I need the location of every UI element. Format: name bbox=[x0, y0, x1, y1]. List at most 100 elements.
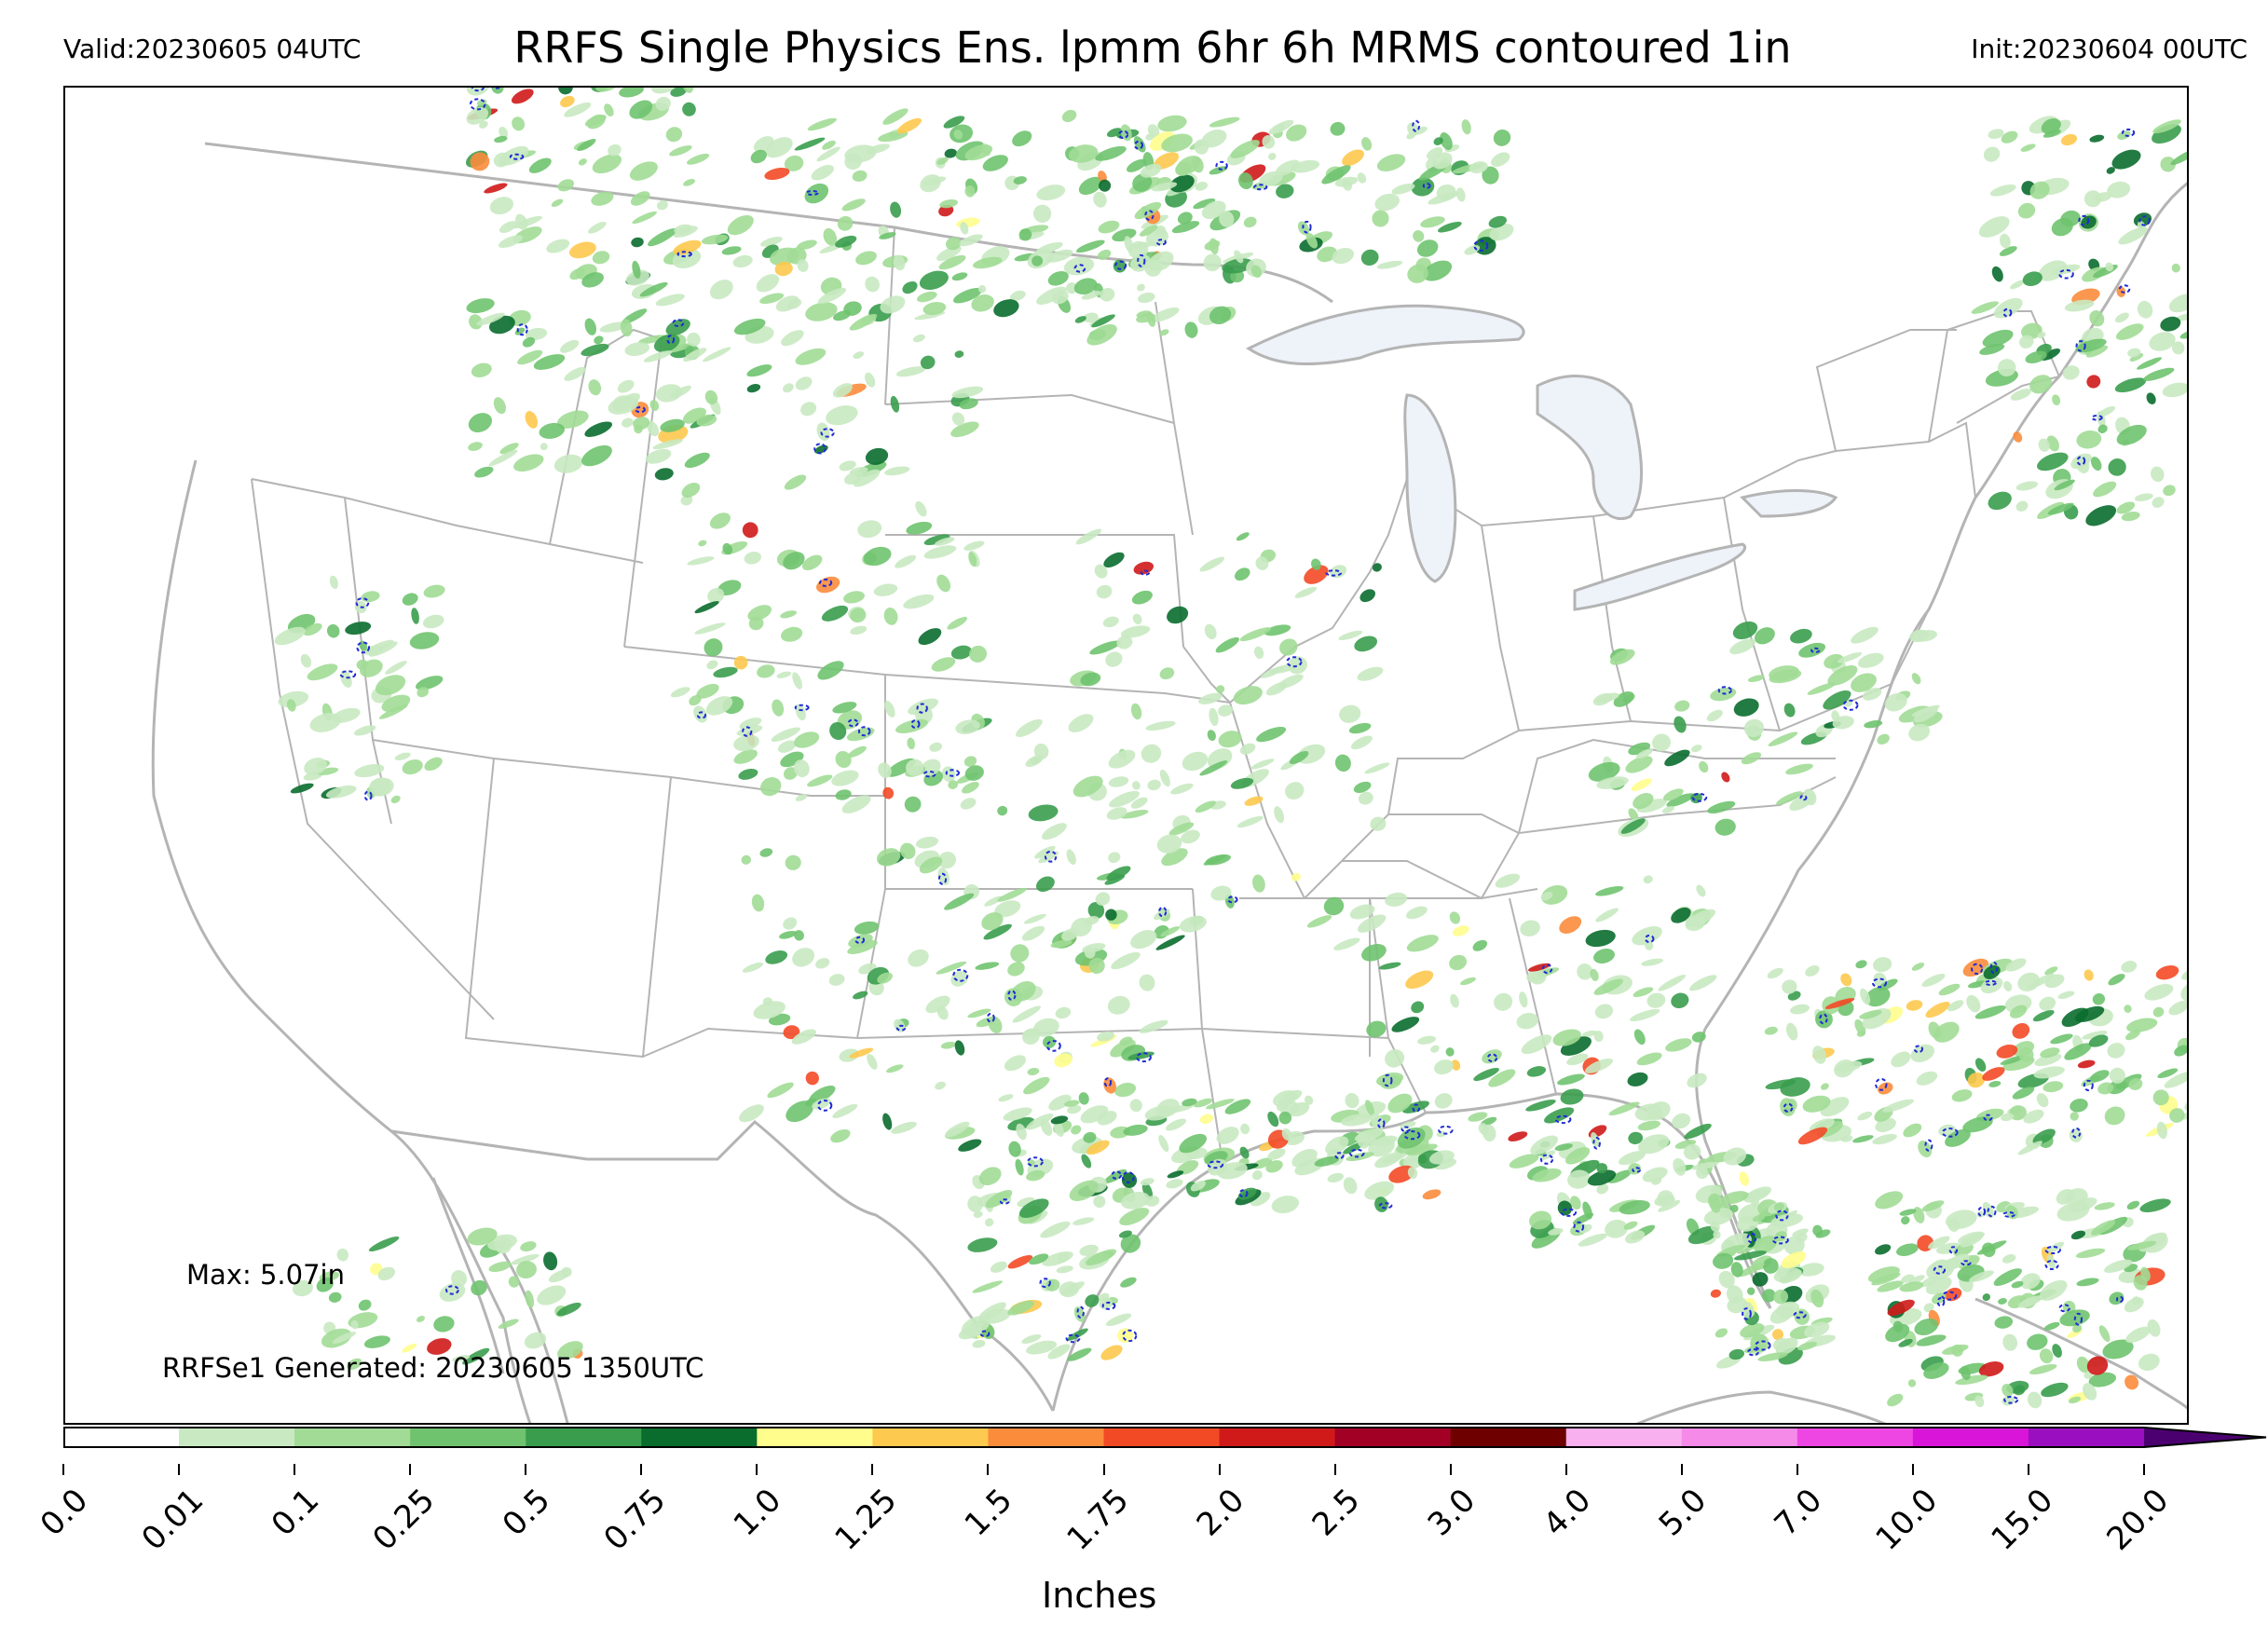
precip-cell bbox=[1607, 1169, 1632, 1183]
precip-cell bbox=[939, 198, 958, 209]
precip-cell bbox=[1134, 201, 1162, 220]
precip-cell bbox=[1168, 822, 1195, 836]
precip-cell bbox=[795, 794, 808, 801]
precip-cell bbox=[837, 215, 854, 231]
precip-cell bbox=[727, 214, 754, 236]
precip-cell bbox=[2082, 1031, 2108, 1040]
precip-cell bbox=[556, 1302, 581, 1317]
precip-cell bbox=[1715, 1328, 1728, 1338]
precip-cell bbox=[2039, 1348, 2054, 1364]
precip-cell bbox=[2094, 1202, 2115, 1210]
precip-cell bbox=[1391, 183, 1415, 195]
precip-cell bbox=[936, 245, 962, 262]
precip-cell bbox=[1782, 979, 1797, 994]
precip-cell bbox=[1899, 1281, 1924, 1292]
precip-cell bbox=[1083, 1131, 1097, 1143]
precip-cell bbox=[1033, 743, 1049, 759]
precip-cell bbox=[358, 1299, 372, 1311]
precip-cell bbox=[1593, 949, 1615, 964]
precip-cell bbox=[1204, 239, 1221, 251]
precip-cell bbox=[1540, 891, 1553, 901]
precip-cell bbox=[1921, 1200, 1945, 1212]
precip-cell bbox=[1666, 793, 1695, 807]
mrms-contour bbox=[1136, 1052, 1152, 1063]
colorbar-segment bbox=[1912, 1428, 2029, 1447]
precip-cell bbox=[479, 120, 488, 129]
precip-cell bbox=[1865, 987, 1891, 1007]
precip-cell bbox=[1824, 653, 1844, 669]
precip-cell bbox=[1740, 1322, 1765, 1338]
precip-cell bbox=[1108, 852, 1121, 864]
precip-cell bbox=[950, 971, 968, 987]
precip-cell bbox=[816, 146, 840, 162]
precip-cell bbox=[1371, 1113, 1384, 1130]
precip-cell bbox=[945, 237, 962, 251]
precip-cell bbox=[452, 1355, 471, 1362]
precip-cell bbox=[2051, 264, 2081, 275]
mrms-contour bbox=[1717, 686, 1732, 695]
precip-cell bbox=[1041, 823, 1067, 840]
precip-cell bbox=[1445, 1047, 1455, 1057]
precip-cell bbox=[896, 117, 922, 134]
precip-cell bbox=[2046, 435, 2059, 452]
precip-cell bbox=[1982, 1293, 1991, 1302]
precip-cell bbox=[1332, 247, 1354, 265]
precip-cell bbox=[1469, 161, 1488, 174]
precip-cell bbox=[1625, 756, 1653, 773]
precip-cell bbox=[1087, 901, 1105, 920]
precip-cell bbox=[1554, 1143, 1573, 1152]
mrms-contour bbox=[1400, 1126, 1411, 1133]
precip-cell bbox=[332, 707, 361, 723]
precip-cell bbox=[1743, 718, 1765, 738]
precip-cell bbox=[2117, 130, 2131, 140]
precip-cell bbox=[1834, 1059, 1855, 1078]
precip-cell bbox=[470, 152, 490, 171]
precip-cell bbox=[854, 921, 880, 935]
precip-cell bbox=[1114, 1083, 1137, 1098]
precip-cell bbox=[1201, 200, 1226, 220]
precip-cell bbox=[1772, 1338, 1791, 1351]
precip-cell bbox=[1918, 1141, 1933, 1157]
mrms-contour bbox=[1592, 1137, 1601, 1150]
precip-cell bbox=[2156, 1121, 2167, 1140]
mrms-contour bbox=[509, 153, 525, 160]
precip-cell bbox=[564, 102, 592, 117]
precip-cell bbox=[1094, 564, 1108, 579]
precip-cell bbox=[1081, 1154, 1092, 1168]
precip-cell bbox=[1098, 220, 1120, 234]
mrms-contour bbox=[1103, 1077, 1113, 1087]
precip-cell bbox=[832, 1103, 858, 1118]
precip-cell bbox=[1255, 556, 1269, 570]
precip-cell bbox=[1060, 1281, 1085, 1296]
colorbar-tick-label: 0.75 bbox=[596, 1482, 674, 1558]
precip-cell bbox=[278, 690, 309, 708]
precip-cell bbox=[1251, 1169, 1263, 1181]
precip-cell bbox=[1259, 171, 1283, 187]
precip-cell bbox=[1625, 1230, 1646, 1244]
precip-cell bbox=[903, 594, 935, 609]
mrms-contour bbox=[355, 597, 370, 608]
state-lines bbox=[251, 226, 2060, 1151]
precip-cell bbox=[328, 1292, 342, 1303]
precip-cell bbox=[2089, 310, 2105, 327]
precip-cell bbox=[2052, 1344, 2062, 1358]
precip-cell bbox=[1155, 935, 1185, 950]
valid-time-label: Valid:20230605 04UTC bbox=[63, 34, 362, 64]
precip-cell bbox=[1120, 810, 1149, 819]
precip-cell bbox=[1925, 1002, 1950, 1018]
precip-cell bbox=[1348, 722, 1372, 734]
precip-cell bbox=[954, 1040, 965, 1056]
precip-cell bbox=[2012, 1086, 2035, 1100]
precip-cell bbox=[1106, 807, 1127, 820]
precip-cell bbox=[1923, 1303, 1934, 1313]
precip-cell bbox=[707, 587, 725, 604]
precip-cell bbox=[511, 89, 534, 104]
precip-cell bbox=[1913, 630, 1937, 642]
precip-cell bbox=[2064, 1043, 2092, 1060]
precip-cell bbox=[1631, 778, 1652, 791]
precip-cell bbox=[2068, 1197, 2097, 1213]
mrms-contour bbox=[1144, 210, 1154, 221]
east-coast bbox=[1703, 375, 2061, 1030]
precip-cell bbox=[1265, 1160, 1283, 1173]
precip-cell bbox=[1275, 159, 1300, 176]
